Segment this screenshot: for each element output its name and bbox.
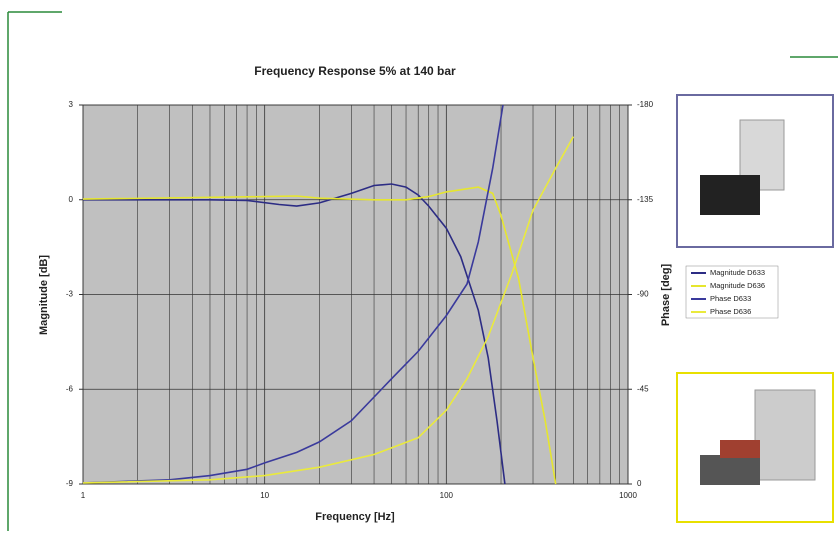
x-tick-label: 1000 bbox=[619, 491, 637, 500]
x-tick-label: 1 bbox=[81, 491, 86, 500]
photo-shape bbox=[700, 175, 760, 215]
photo-bottom bbox=[677, 373, 833, 522]
photo-shape bbox=[755, 390, 815, 480]
y2-tick-label: 0 bbox=[637, 479, 642, 488]
y2-tick-label: -135 bbox=[637, 195, 654, 204]
photo-shape bbox=[720, 440, 760, 458]
y-tick-label: -6 bbox=[66, 384, 74, 393]
photo-shape bbox=[700, 455, 760, 485]
y2-tick-label: -45 bbox=[637, 384, 649, 393]
y-tick-label: 0 bbox=[69, 195, 74, 204]
x-tick-label: 10 bbox=[260, 491, 269, 500]
y-tick-label: -9 bbox=[66, 479, 74, 488]
chart-title: Frequency Response 5% at 140 bar bbox=[254, 64, 456, 78]
y-axis-label: Magnitude [dB] bbox=[38, 255, 50, 335]
y2-tick-label: -90 bbox=[637, 290, 649, 299]
y2-axis-label: Phase [deg] bbox=[660, 263, 672, 326]
y-tick-label: -3 bbox=[66, 290, 74, 299]
photo-top bbox=[677, 95, 833, 247]
legend-label: Phase D636 bbox=[710, 307, 751, 316]
y-tick-label: 3 bbox=[69, 100, 74, 109]
legend-label: Magnitude D636 bbox=[710, 281, 765, 290]
legend-label: Phase D633 bbox=[710, 294, 751, 303]
chart: Frequency Response 5% at 140 bar Frequen… bbox=[0, 0, 838, 531]
y2-tick-label: -180 bbox=[637, 100, 654, 109]
legend-label: Magnitude D633 bbox=[710, 268, 765, 277]
x-axis-label: Frequency [Hz] bbox=[315, 511, 395, 523]
x-tick-label: 100 bbox=[440, 491, 454, 500]
